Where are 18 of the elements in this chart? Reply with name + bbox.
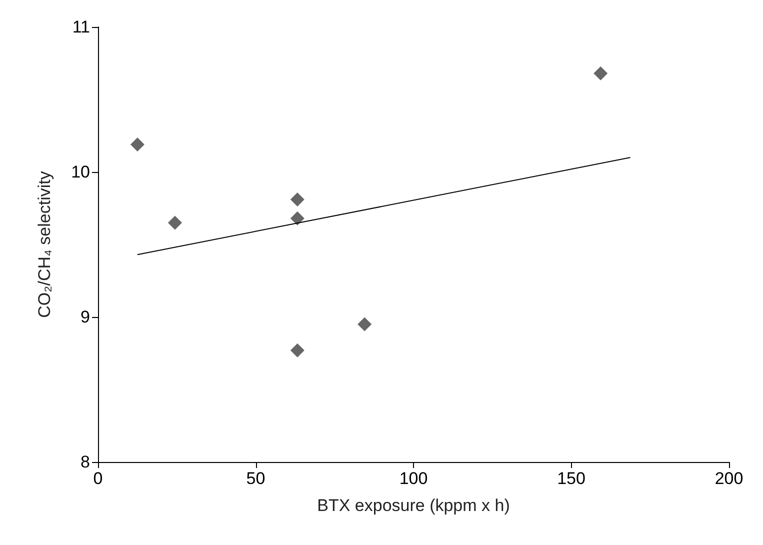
x-tick-label: 50 [246, 469, 266, 488]
x-tick-label: 0 [93, 469, 103, 488]
x-axis-title: BTX exposure (kppm x h) [317, 496, 510, 515]
y-axis-title: CO₂/CH₄ selectivity [35, 170, 54, 318]
y-tick-label: 10 [71, 162, 90, 182]
y-tick-label: 8 [80, 452, 90, 472]
point [594, 66, 608, 80]
point [290, 192, 304, 207]
y-tick-label: 11 [72, 18, 90, 36]
x-tick-label: 200 [714, 469, 744, 488]
x-tick-label: 150 [557, 469, 586, 488]
y-tick-label: 9 [80, 308, 90, 326]
point [290, 343, 304, 358]
point [290, 211, 304, 226]
x-tick-label: 100 [399, 469, 428, 488]
point [358, 317, 372, 332]
point [168, 216, 182, 230]
point [130, 137, 144, 152]
